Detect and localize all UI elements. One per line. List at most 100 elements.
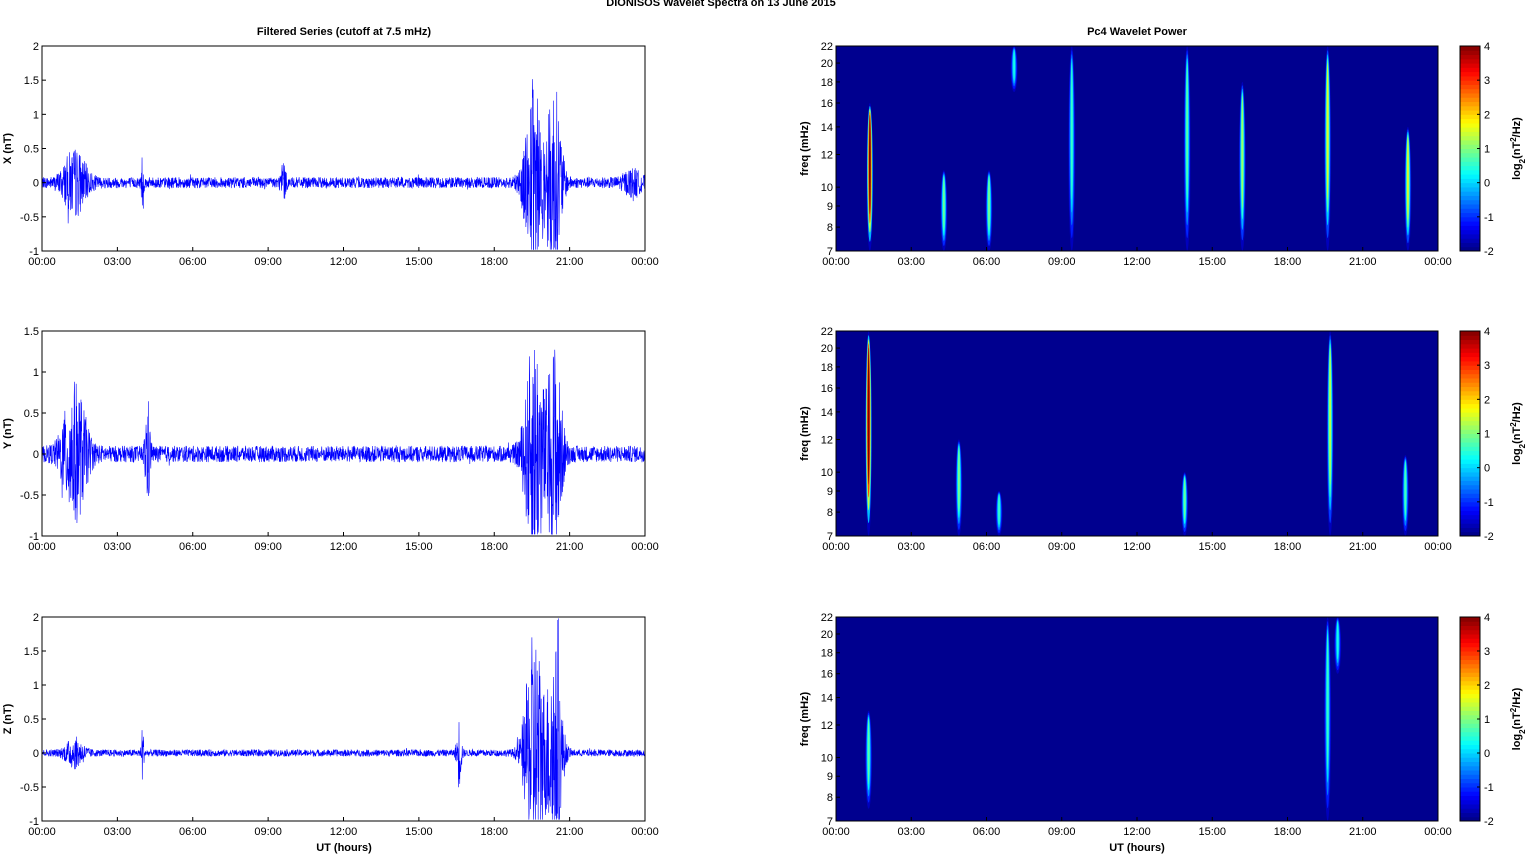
- left-xtick-label: 15:00: [405, 826, 433, 838]
- right-xtick-label: 15:00: [1198, 256, 1226, 268]
- ytick-label: -0.5: [20, 212, 39, 224]
- colorbar-step: [1460, 693, 1480, 699]
- freq-tick-label: 10: [821, 752, 833, 764]
- freq-tick-label: 7: [827, 246, 833, 258]
- colorbar-step: [1460, 50, 1480, 56]
- left-x-axis-label: UT (hours): [316, 842, 372, 854]
- time-series-panel-y: 1.510.50-0.5-100:00 03:00 06:00 09:00 12:00 1…: [2, 326, 659, 553]
- power-streak: [1183, 477, 1186, 521]
- freq-tick-label: 16: [821, 669, 833, 681]
- colorbar-step: [1460, 476, 1480, 481]
- ytick-label: 1.5: [24, 75, 39, 87]
- power-streak: [1070, 62, 1073, 200]
- colorbar-step: [1460, 229, 1480, 235]
- colorbar-step: [1460, 343, 1480, 349]
- colorbar-step: [1460, 710, 1480, 716]
- colorbar-step: [1460, 442, 1480, 447]
- freq-tick-label: 22: [821, 612, 833, 624]
- colorbar-step: [1460, 348, 1480, 353]
- colorbar-label-sub: 2: [1518, 729, 1525, 734]
- colorbar-step: [1460, 518, 1480, 524]
- left-xtick-label: 06:00: [179, 541, 207, 553]
- power-streak: [1404, 461, 1407, 516]
- colorbar-step: [1460, 804, 1480, 809]
- colorbar-tick-label: 3: [1484, 646, 1490, 658]
- colorbar-step: [1460, 58, 1480, 64]
- left-xtick-label: 00:00: [631, 256, 659, 268]
- right-xtick-label: 00:00: [822, 541, 850, 553]
- left-xtick-label: 09:00: [254, 541, 282, 553]
- freq-tick-label: 12: [821, 435, 833, 447]
- colorbar-label-sup: 2: [1509, 422, 1518, 427]
- y-axis-label: freq (mHz): [799, 121, 811, 176]
- right-xtick-label: 03:00: [897, 826, 925, 838]
- colorbar-step: [1460, 514, 1480, 520]
- left-xtick-label: 03:00: [104, 541, 132, 553]
- left-xtick-label: 03:00: [104, 826, 132, 838]
- power-streak: [1186, 62, 1189, 200]
- colorbar-step: [1460, 531, 1480, 537]
- colorbar-step: [1460, 723, 1480, 728]
- colorbar-label-sub: 2: [1518, 443, 1525, 448]
- colorbar-step: [1460, 714, 1480, 720]
- colorbar-step: [1460, 706, 1480, 711]
- colorbar-step: [1460, 471, 1480, 477]
- colorbar-tick-label: 4: [1484, 612, 1490, 624]
- colorbar-step: [1460, 199, 1480, 205]
- ytick-label: 0: [33, 748, 39, 760]
- colorbar-step: [1460, 144, 1480, 149]
- freq-tick-label: 12: [821, 150, 833, 162]
- colorbar-step: [1460, 680, 1480, 686]
- colorbar-step: [1460, 651, 1480, 656]
- power-streak: [1407, 136, 1409, 220]
- freq-tick-label: 16: [821, 383, 833, 395]
- colorbar-step: [1460, 454, 1480, 460]
- right-xtick-label: 00:00: [1424, 256, 1452, 268]
- right-xtick-label: 06:00: [973, 826, 1001, 838]
- colorbar: 4 3 2 1 0 -1 -2 log2(nT2/Hz): [1459, 326, 1525, 543]
- colorbar-step: [1460, 246, 1480, 252]
- colorbar-step: [1460, 459, 1480, 464]
- colorbar-step: [1460, 625, 1480, 631]
- colorbar-step: [1460, 510, 1480, 516]
- ytick-label: 1: [33, 680, 39, 692]
- freq-tick-label: 22: [821, 41, 833, 53]
- power-streak: [1329, 347, 1332, 485]
- time-series-panel-x: 21.510.50-0.5-100:00 03:00 06:00 09:00 12:00…: [2, 41, 659, 268]
- colorbar-step: [1460, 744, 1480, 750]
- freq-tick-label: 9: [827, 486, 833, 498]
- power-streak: [868, 114, 871, 215]
- colorbar-step: [1460, 339, 1480, 345]
- colorbar-step: [1460, 174, 1480, 179]
- colorbar-step: [1460, 182, 1480, 188]
- colorbar-tick-label: -2: [1484, 816, 1494, 828]
- colorbar-step: [1460, 659, 1480, 665]
- colorbar-step: [1460, 761, 1480, 767]
- colorbar-step: [1460, 642, 1480, 648]
- colorbar-step: [1460, 795, 1480, 801]
- colorbar-step: [1460, 369, 1480, 375]
- freq-tick-label: 8: [827, 507, 833, 519]
- colorbar-step: [1460, 165, 1480, 171]
- power-streak: [867, 347, 870, 485]
- ytick-label: 1.5: [24, 326, 39, 338]
- colorbar-step: [1460, 92, 1480, 98]
- freq-tick-label: 14: [821, 693, 833, 705]
- right-xtick-label: 09:00: [1048, 256, 1076, 268]
- colorbar-step: [1460, 433, 1480, 439]
- freq-tick-label: 18: [821, 648, 833, 660]
- colorbar-step: [1460, 668, 1480, 673]
- colorbar-step: [1460, 638, 1480, 643]
- colorbar-tick-label: -1: [1484, 212, 1494, 224]
- colorbar-tick-label: 3: [1484, 360, 1490, 372]
- colorbar-step: [1460, 672, 1480, 677]
- colorbar-step: [1460, 685, 1480, 690]
- colorbar-step: [1460, 101, 1480, 107]
- ytick-label: 1: [33, 109, 39, 121]
- colorbar-step: [1460, 731, 1480, 737]
- freq-tick-label: 7: [827, 531, 833, 543]
- right-xtick-label: 21:00: [1349, 541, 1377, 553]
- colorbar-step: [1460, 429, 1480, 434]
